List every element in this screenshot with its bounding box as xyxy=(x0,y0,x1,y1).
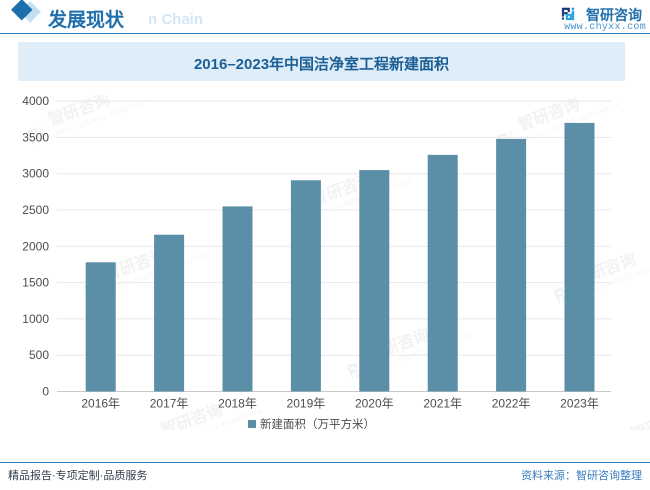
svg-text:0: 0 xyxy=(42,385,49,399)
svg-text:2023年: 2023年 xyxy=(560,397,599,411)
svg-text:2021年: 2021年 xyxy=(423,397,462,411)
svg-text:2020年: 2020年 xyxy=(355,397,394,411)
svg-text:2500: 2500 xyxy=(22,203,49,217)
svg-text:1500: 1500 xyxy=(22,276,49,290)
svg-text:新建面积（万平方米）: 新建面积（万平方米） xyxy=(260,417,375,430)
svg-text:3000: 3000 xyxy=(22,167,49,181)
svg-text:2016年: 2016年 xyxy=(81,397,120,411)
svg-text:3500: 3500 xyxy=(22,130,49,144)
svg-text:4000: 4000 xyxy=(22,95,49,108)
svg-text:2017年: 2017年 xyxy=(150,397,189,411)
svg-text:2019年: 2019年 xyxy=(287,397,326,411)
svg-text:2000: 2000 xyxy=(22,239,49,253)
svg-text:1000: 1000 xyxy=(22,312,49,326)
svg-text:500: 500 xyxy=(29,348,49,362)
svg-text:2022年: 2022年 xyxy=(492,397,531,411)
svg-text:2018年: 2018年 xyxy=(218,397,257,411)
